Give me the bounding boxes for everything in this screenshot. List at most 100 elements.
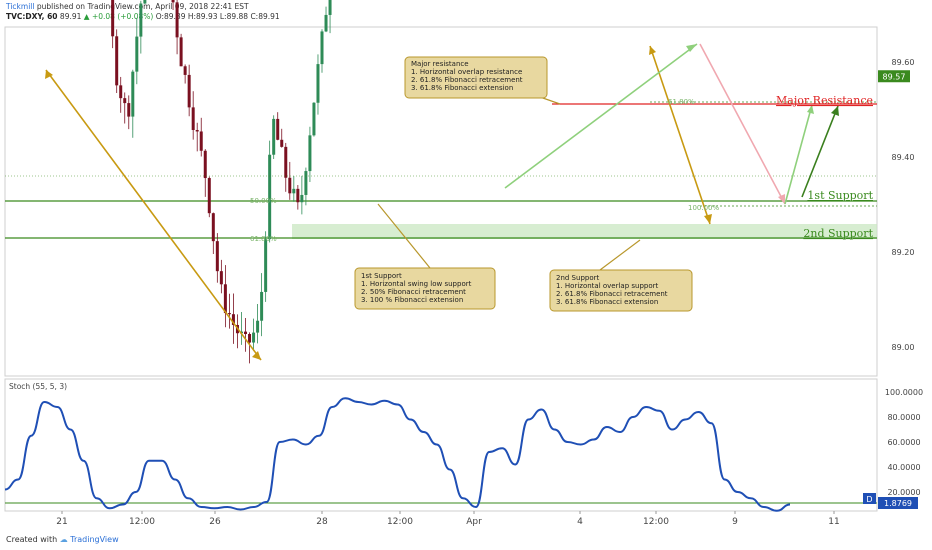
candle-body xyxy=(244,331,248,335)
time-tick-label: 9 xyxy=(732,517,738,527)
note-line: 3. 61.8% Fibonacci extension xyxy=(556,298,658,306)
arrow-head-icon xyxy=(807,105,814,114)
publish-line: Tickmill published on TradingView.com, A… xyxy=(6,2,280,12)
publish-info: published on TradingView.com, April 09, … xyxy=(36,2,249,11)
stoch-line xyxy=(4,397,791,512)
time-tick-label: 21 xyxy=(56,517,67,527)
tradingview-link[interactable]: TradingView xyxy=(70,535,119,544)
candle-body xyxy=(304,171,308,195)
candle-body xyxy=(123,98,127,104)
candle-body xyxy=(248,334,252,343)
note-box xyxy=(354,267,496,310)
fib-label: 61.80% xyxy=(250,235,277,243)
arrow-head-icon xyxy=(686,44,697,52)
candle-body xyxy=(135,36,139,72)
time-tick-label: 28 xyxy=(316,517,328,527)
support-1-label: 1st Support xyxy=(807,189,873,202)
stoch-title: Stoch (55, 5, 3) xyxy=(9,382,67,391)
stoch-tick-label: 20.0000 xyxy=(887,488,920,497)
created-with: Created with xyxy=(6,535,58,544)
candle-body xyxy=(280,139,284,147)
candle-body xyxy=(292,188,296,194)
note-line: 1. Horizontal overlap resistance xyxy=(411,68,522,76)
candle-body xyxy=(252,332,256,343)
time-tick-label: Apr xyxy=(466,517,482,527)
fib-label: 50.00% xyxy=(250,197,277,205)
candle-body xyxy=(119,85,123,99)
note-box xyxy=(404,56,548,99)
symbol-line: TVC:DXY, 60 89.91 ▲ +0.08 (+0.08%) O:89.… xyxy=(6,12,280,22)
note-line: 2. 50% Fibonacci retracement xyxy=(361,288,466,296)
candle-body xyxy=(316,64,320,103)
chart-header: Tickmill published on TradingView.com, A… xyxy=(6,2,280,22)
candle-body xyxy=(183,66,187,75)
price-tick-label: 89.60 xyxy=(892,58,915,67)
time-tick-label: 12:00 xyxy=(387,517,413,527)
candle-body xyxy=(324,14,328,32)
candle-body xyxy=(312,102,316,136)
candle-body xyxy=(276,118,280,140)
note-line: 1. Horizontal overlap support xyxy=(556,282,659,290)
tradingview-logo-icon: ☁ xyxy=(59,535,68,544)
candle-body xyxy=(143,0,147,4)
candle-body xyxy=(171,0,175,3)
candle-body xyxy=(231,314,235,325)
candlestick-series xyxy=(111,0,332,364)
author-link[interactable]: Tickmill xyxy=(6,2,35,11)
note-line: 1. Horizontal swing low support xyxy=(361,280,472,288)
last-price: 89.91 xyxy=(59,12,82,21)
ohlc-values: O:89.89 H:89.93 L:89.88 C:89.91 xyxy=(155,12,280,21)
time-tick-label: 12:00 xyxy=(643,517,669,527)
stoch-axis[interactable]: 100.0000 80.0000 60.0000 40.0000 20.0000 xyxy=(885,388,923,497)
price-tick-label: 89.20 xyxy=(892,248,915,257)
arrow-head-icon xyxy=(831,106,839,116)
candle-body xyxy=(115,36,119,86)
candle-body xyxy=(227,313,231,315)
note-line: 3. 61.8% Fibonacci extension xyxy=(411,84,513,92)
arrow-head-icon xyxy=(704,214,712,224)
support-zone xyxy=(292,224,877,239)
time-tick-label: 26 xyxy=(209,517,221,527)
down-wave-arrow xyxy=(649,45,711,225)
candle-body xyxy=(300,194,304,203)
note-line: 2. 61.8% Fibonacci retracement xyxy=(411,76,523,84)
note-support-2[interactable]: 2nd Support 1. Horizontal overlap suppor… xyxy=(549,239,693,312)
stoch-value-tag xyxy=(878,497,918,509)
forecast-arrow xyxy=(801,105,839,198)
candle-body xyxy=(268,154,272,240)
down-wave-arrow xyxy=(45,69,262,361)
note-support-1[interactable]: 1st Support 1. Horizontal swing low supp… xyxy=(354,203,496,310)
callout-pointer xyxy=(377,203,431,269)
fib-label: 100.00% xyxy=(688,204,719,212)
stoch-pane[interactable] xyxy=(4,378,878,512)
d-marker-label: D xyxy=(866,495,872,504)
candle-body xyxy=(272,118,276,155)
time-tick-label: 4 xyxy=(577,517,583,527)
candle-body xyxy=(256,320,260,333)
note-resistance[interactable]: Major resistance 1. Horizontal overlap r… xyxy=(404,56,561,105)
callout-pointer xyxy=(599,239,641,271)
up-wave-arrow xyxy=(504,43,698,189)
level-value-tag xyxy=(878,70,910,83)
time-axis[interactable]: 21 12:00 26 28 12:00 Apr 4 12:00 9 11 xyxy=(56,511,840,527)
price-axis[interactable]: 90.6090.4090.2090.0089.8089.6089.4089.20… xyxy=(892,0,915,352)
note-line: 1st Support xyxy=(361,272,402,280)
price-tick-label: 89.40 xyxy=(892,153,915,162)
candle-body xyxy=(187,74,191,108)
candle-body xyxy=(284,146,288,178)
symbol-label[interactable]: TVC:DXY, 60 xyxy=(6,12,58,21)
note-line: 2nd Support xyxy=(556,274,599,282)
price-tick-label: 89.00 xyxy=(892,343,915,352)
candle-body xyxy=(191,107,195,130)
candle-body xyxy=(195,129,199,132)
price-change: +0.08 (+0.08%) xyxy=(91,12,154,21)
d-marker-box[interactable] xyxy=(863,493,876,504)
candle-body xyxy=(320,31,324,65)
candle-body xyxy=(296,188,300,203)
candle-body xyxy=(264,239,268,292)
arrow-head-icon xyxy=(45,70,53,79)
candle-body xyxy=(215,241,219,272)
candle-body xyxy=(260,291,264,321)
wave-arrows xyxy=(45,43,839,361)
